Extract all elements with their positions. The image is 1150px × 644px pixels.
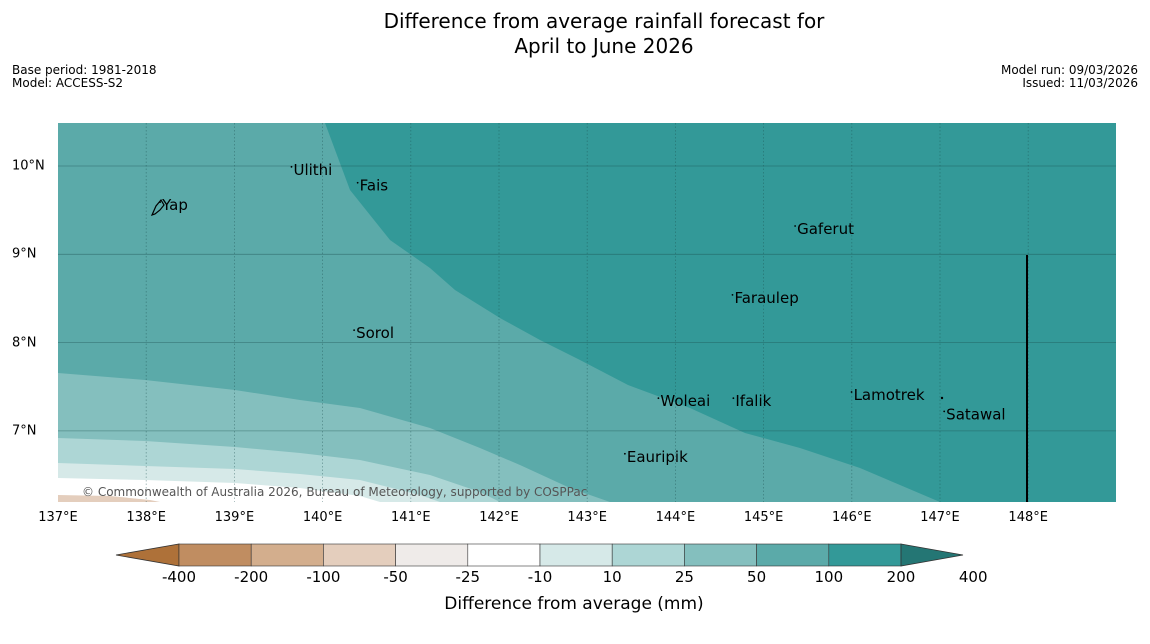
place-marker bbox=[353, 329, 356, 332]
lon-tick-label: 142°E bbox=[479, 510, 519, 525]
lon-tick-label: 139°E bbox=[214, 510, 255, 525]
colorbar-swatch bbox=[178, 543, 252, 567]
colorbar-label: -100 bbox=[306, 568, 341, 586]
colorbar-swatch bbox=[684, 543, 757, 567]
title-line-2: April to June 2026 bbox=[514, 34, 694, 58]
place-marker bbox=[943, 410, 946, 413]
lon-tick-label: 145°E bbox=[743, 510, 784, 525]
colorbar-label: -400 bbox=[161, 568, 197, 586]
place-label-ifalik: Ifalik bbox=[735, 392, 771, 410]
colorbar-label: 10 bbox=[602, 568, 622, 586]
lat-tick-label: 10°N bbox=[12, 158, 45, 174]
place-marker bbox=[623, 452, 626, 455]
lon-tick-label: 146°E bbox=[832, 510, 872, 525]
issued-date: Issued: 11/03/2026 bbox=[1022, 76, 1138, 90]
place-label-sorol: Sorol bbox=[356, 324, 394, 342]
place-marker bbox=[732, 397, 735, 400]
colorbar-swatch bbox=[323, 543, 396, 567]
colorbar-swatch bbox=[395, 543, 469, 567]
meta-left: Base period: 1981-2018 Model: ACCESS-S2 bbox=[12, 64, 157, 90]
place-label-woleai: Woleai bbox=[660, 392, 710, 410]
colorbar-label: 400 bbox=[958, 568, 988, 586]
place-marker bbox=[290, 165, 293, 168]
colorbar-label: -50 bbox=[383, 568, 408, 586]
region-200-400 bbox=[325, 123, 1116, 502]
lat-tick-label: 8°N bbox=[12, 335, 37, 351]
lon-tick-label: 147°E bbox=[920, 510, 960, 525]
place-label-ulithi: Ulithi bbox=[293, 161, 332, 179]
region-neutral bbox=[58, 478, 380, 502]
place-label-fais: Fais bbox=[360, 177, 389, 195]
colorbar-swatch bbox=[250, 543, 324, 567]
colorbar-label: -25 bbox=[455, 568, 481, 586]
copyright: © Commonwealth of Australia 2026, Bureau… bbox=[82, 485, 587, 499]
place-label-lamotrek: Lamotrek bbox=[854, 386, 925, 404]
colorbar-label: 100 bbox=[814, 568, 844, 586]
place-marker bbox=[794, 225, 797, 227]
place-marker bbox=[356, 181, 359, 184]
place-label-yap: Yap bbox=[161, 196, 188, 214]
colorbar-swatch bbox=[611, 543, 685, 567]
yap-island-outline bbox=[150, 198, 165, 216]
lon-tick-label: 137°E bbox=[38, 510, 78, 525]
place-label-faraulep: Faraulep bbox=[734, 289, 798, 307]
meta-right: Model run: 09/03/2026 Issued: 11/03/2026 bbox=[1001, 64, 1138, 90]
lon-tick-label: 141°E bbox=[391, 510, 431, 525]
cb-title: Difference from average (mm) bbox=[444, 594, 704, 614]
base-period: Base period: 1981-2018 bbox=[12, 63, 157, 77]
lon-tick-label: 144°E bbox=[655, 510, 696, 525]
lon-tick-label: 140°E bbox=[302, 510, 343, 525]
lon-tick-label: 148°E bbox=[1008, 510, 1048, 525]
colorbar-swatch bbox=[756, 543, 830, 567]
model-name: Model: ACCESS-S2 bbox=[12, 76, 124, 90]
place-label-satawal: Satawal bbox=[946, 405, 1005, 423]
colorbar-extend-high bbox=[900, 543, 964, 567]
place-label-eauripik: Eauripik bbox=[627, 448, 688, 466]
colorbar-swatch bbox=[467, 543, 541, 567]
islet-marker bbox=[940, 396, 944, 400]
colorbar-label: -200 bbox=[234, 568, 269, 586]
colorbar-swatch bbox=[828, 543, 902, 567]
colorbar-extend-low bbox=[115, 543, 180, 567]
place-label-gaferut: Gaferut bbox=[797, 220, 854, 238]
colorbar-label: -10 bbox=[527, 568, 553, 586]
place-marker bbox=[850, 391, 853, 393]
map-title: Difference from average rainfall forecas… bbox=[0, 9, 1150, 59]
colorbar-swatch bbox=[539, 543, 613, 567]
title-line-1: Difference from average rainfall forecas… bbox=[383, 9, 825, 33]
place-labels: Ulithi Fais Yap Gaferut Faraulep Sorol Lamotre… bbox=[159, 161, 1006, 466]
lon-tick-label: 143°E bbox=[567, 510, 607, 525]
lat-tick-label: 9°N bbox=[12, 246, 37, 262]
colorbar-label: 25 bbox=[674, 568, 694, 586]
graticule bbox=[58, 123, 1116, 502]
region-minus-25 bbox=[58, 495, 160, 502]
model-run: Model run: 09/03/2026 bbox=[1000, 63, 1138, 77]
colorbar-label: 200 bbox=[886, 568, 916, 586]
lon-tick-label: 138°E bbox=[126, 510, 166, 525]
place-marker bbox=[159, 201, 161, 204]
lat-tick-label: 7°N bbox=[12, 423, 37, 439]
place-marker bbox=[731, 293, 734, 296]
colorbar-label: 50 bbox=[747, 568, 767, 586]
place-marker bbox=[657, 397, 660, 400]
